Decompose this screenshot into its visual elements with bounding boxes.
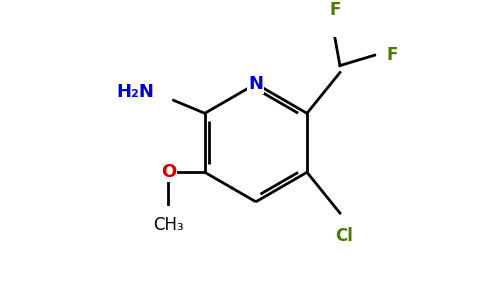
Text: H₂N: H₂N — [117, 82, 154, 100]
Text: N: N — [248, 75, 263, 93]
Text: F: F — [387, 46, 398, 64]
Text: F: F — [329, 1, 340, 19]
Text: CH₃: CH₃ — [153, 216, 183, 234]
Text: Cl: Cl — [335, 227, 353, 245]
Text: O: O — [161, 163, 176, 181]
